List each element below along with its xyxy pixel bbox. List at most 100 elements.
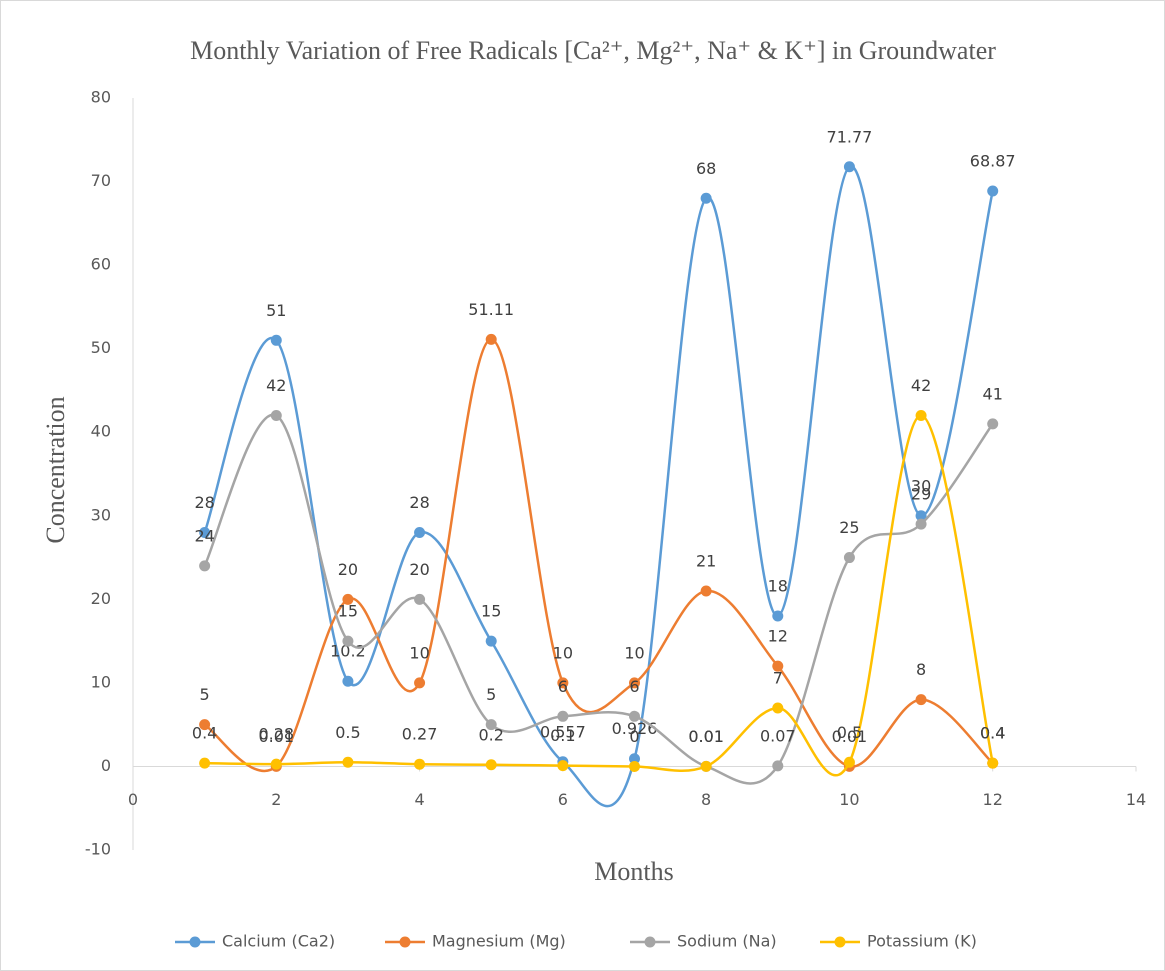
data-point: [557, 710, 569, 722]
series-line: [204, 414, 994, 777]
data-point: [270, 410, 282, 422]
data-label: 30: [911, 476, 931, 495]
data-label: 0: [629, 727, 639, 746]
data-point: [843, 161, 855, 173]
data-label: 6: [558, 677, 568, 696]
data-label: 42: [911, 376, 931, 395]
data-point: [843, 756, 855, 768]
data-label: 41: [983, 384, 1003, 403]
chart-title: Monthly Variation of Free Radicals [Ca²⁺…: [190, 36, 996, 65]
data-point: [629, 710, 640, 722]
data-point: [987, 418, 999, 430]
x-tick-label: 12: [983, 790, 1003, 809]
y-tick-label: 10: [91, 672, 111, 691]
data-label: 0.1: [550, 726, 575, 745]
data-label: 10: [624, 643, 644, 662]
data-point: [414, 758, 426, 770]
x-tick-label: 2: [271, 790, 281, 809]
data-point: [629, 753, 640, 765]
data-label: 0.4: [980, 724, 1005, 743]
data-label: 20: [409, 560, 429, 579]
legend-marker: [399, 936, 411, 948]
data-label: 6: [629, 677, 639, 696]
data-label: 0.01: [688, 727, 724, 746]
data-point: [199, 719, 211, 731]
data-label: 0.28: [258, 725, 294, 744]
data-label: 0.557: [540, 722, 586, 741]
data-label: 0.07: [760, 726, 796, 745]
data-label: 21: [696, 551, 716, 570]
data-label: 18: [768, 577, 788, 596]
y-axis-label: Concentration: [41, 396, 70, 543]
data-label: 0.926: [612, 719, 658, 738]
data-point: [342, 675, 354, 687]
data-label: 68: [696, 159, 716, 178]
y-tick-label: 40: [91, 422, 111, 441]
x-tick-label: 6: [558, 790, 568, 809]
data-label: 15: [338, 602, 358, 621]
data-label: 10: [553, 643, 573, 662]
data-point: [414, 677, 426, 689]
data-point: [342, 756, 354, 768]
data-label: 71.77: [827, 127, 873, 146]
data-label: 51: [266, 301, 286, 320]
data-label: 0.01: [688, 727, 724, 746]
data-point: [199, 560, 211, 572]
x-tick-label: 8: [701, 790, 711, 809]
y-tick-label: 50: [91, 338, 111, 357]
y-tick-label: 0: [101, 756, 111, 775]
data-point: [843, 552, 855, 564]
data-label: 0.2: [478, 725, 503, 744]
data-label: 5: [486, 685, 496, 704]
series-line: [203, 165, 994, 808]
data-point: [414, 593, 426, 605]
legend-marker: [189, 936, 201, 948]
data-point: [772, 760, 784, 772]
data-point: [772, 702, 784, 714]
data-point: [700, 192, 712, 204]
y-tick-label: 30: [91, 505, 111, 524]
x-tick-label: 14: [1126, 790, 1146, 809]
data-point: [987, 757, 999, 769]
data-point: [915, 410, 927, 422]
data-point: [270, 334, 282, 346]
legend-marker: [644, 936, 656, 948]
data-point: [629, 677, 640, 689]
data-point: [915, 518, 927, 530]
data-label: 28: [409, 493, 429, 512]
data-point: [915, 694, 927, 706]
legend-label: Calcium (Ca2): [222, 932, 335, 951]
data-label: 0.5: [335, 723, 360, 742]
x-tick-label: 10: [839, 790, 859, 809]
data-label: 0.5: [837, 723, 862, 742]
legend-label: Magnesium (Mg): [432, 932, 566, 951]
data-label: 8: [916, 660, 926, 679]
y-tick-label: 80: [91, 88, 111, 107]
data-label: 5: [200, 685, 210, 704]
data-point: [485, 719, 497, 731]
data-point: [270, 758, 282, 770]
data-point: [629, 760, 640, 772]
data-label: 24: [194, 526, 214, 545]
data-label: 0.4: [192, 724, 217, 743]
data-label: 42: [266, 376, 286, 395]
data-point: [342, 635, 354, 647]
data-point: [772, 660, 784, 672]
y-tick-label: 60: [91, 255, 111, 274]
legend-label: Sodium (Na): [677, 932, 777, 951]
data-point: [485, 759, 497, 771]
data-point: [700, 585, 712, 597]
data-label: 12: [768, 627, 788, 646]
data-label: 15: [481, 602, 501, 621]
data-label: 20: [338, 560, 358, 579]
data-point: [342, 593, 354, 605]
data-point: [557, 677, 569, 689]
data-label: 7: [773, 668, 783, 687]
data-point: [987, 185, 999, 197]
x-axis-label: Months: [594, 857, 673, 886]
y-tick-label: 70: [91, 171, 111, 190]
data-point: [414, 526, 426, 538]
data-label: 0.01: [258, 727, 294, 746]
data-point: [700, 760, 712, 772]
